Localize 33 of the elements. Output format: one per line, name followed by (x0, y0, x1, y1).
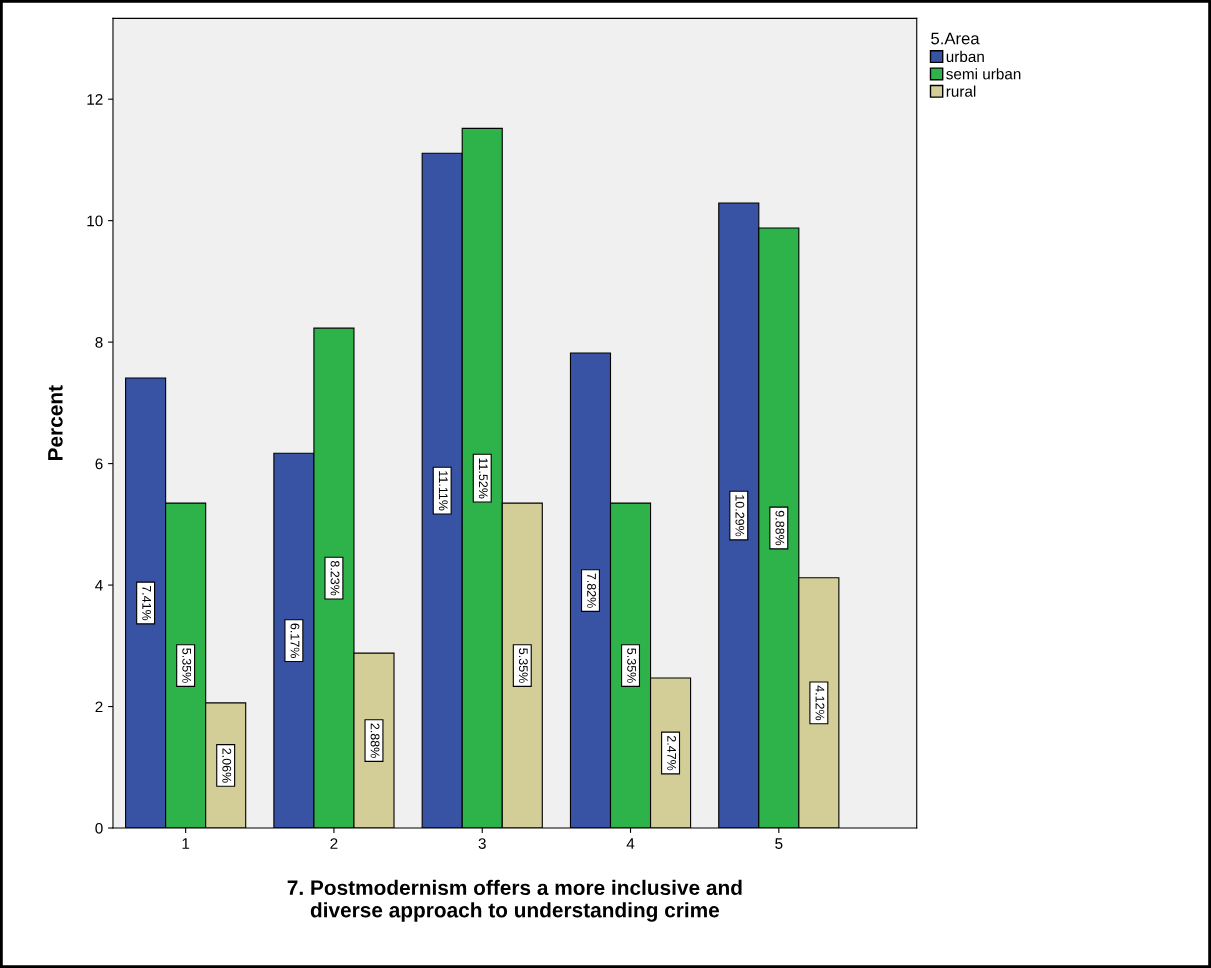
x-tick-label: 2 (330, 838, 338, 849)
data-label: 10.29% (735, 495, 745, 537)
x-tick-label: 5 (775, 838, 783, 849)
y-tick-label: 0 (95, 822, 103, 834)
data-label: 11.11% (438, 471, 448, 511)
data-label: 8.23% (330, 560, 340, 596)
data-label: 9.88% (775, 510, 785, 546)
data-label: 2.47% (667, 735, 677, 771)
y-tick-label: 6 (95, 458, 103, 470)
y-tick-label: 12 (87, 94, 103, 105)
x-tick-label: 1 (182, 838, 190, 849)
data-label: 2.06% (222, 748, 232, 783)
data-label: 6.17% (290, 623, 300, 658)
data-label: 2.88% (370, 723, 380, 758)
legend-label: urban (946, 50, 984, 63)
x-tick-label: 3 (478, 838, 486, 849)
y-tick-label: 8 (95, 336, 103, 348)
data-label: 7.41% (142, 585, 152, 621)
data-label: 5.35% (518, 648, 528, 683)
data-label: 4.12% (815, 685, 825, 721)
y-tick-label: 2 (95, 701, 103, 713)
data-label: 5.35% (627, 648, 637, 683)
data-label: 5.35% (182, 648, 192, 683)
y-axis-title: Percent (48, 385, 63, 461)
x-axis-title: 7. Postmodernism offers a more inclusive and diverse approach to understanding crime (287, 879, 742, 922)
legend-label: semi urban (946, 68, 1021, 80)
legend-title: 5.Area (931, 32, 980, 45)
legend-label: rural (946, 85, 976, 97)
y-tick-label: 10 (87, 215, 103, 227)
data-label: 7.82% (587, 573, 596, 608)
data-label: 11.52% (478, 458, 488, 499)
y-tick-label: 4 (95, 580, 103, 591)
x-tick-label: 4 (626, 838, 635, 849)
